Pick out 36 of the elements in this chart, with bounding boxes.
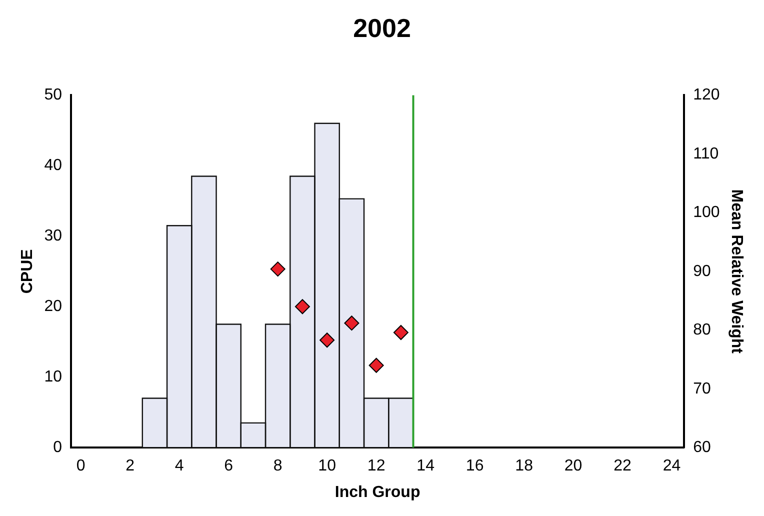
point (294, 299, 310, 314)
y-tick-label: 40 (44, 157, 62, 174)
x-tick-label: 10 (318, 458, 336, 475)
x-tick-label: 8 (273, 458, 282, 475)
x-tick-label: 16 (466, 458, 484, 475)
x-tick-label: 2 (126, 458, 135, 475)
y-tick-label: 0 (53, 439, 62, 456)
x-tick-label: 20 (564, 458, 582, 475)
y2-tick-label: 120 (693, 86, 720, 104)
x-axis-title: Inch Group (334, 484, 420, 501)
y2-tick-label: 110 (693, 145, 719, 162)
x-tick-label: 18 (515, 458, 534, 475)
point (344, 316, 360, 331)
x-tick-label: 24 (662, 458, 681, 475)
x-tick-label: 4 (174, 458, 184, 475)
x-tick-label: 12 (367, 458, 386, 475)
x-tick-label: 6 (224, 458, 234, 475)
point (393, 324, 408, 340)
point (368, 358, 384, 373)
chart-title: 2002 (353, 12, 411, 43)
y2-tick-label: 70 (693, 380, 712, 398)
y2-tick-label: 100 (693, 204, 720, 222)
y-tick-label: 10 (44, 368, 62, 386)
y-tick-label: 50 (44, 86, 62, 104)
point (270, 262, 286, 277)
y-axis-title: CPUE (19, 248, 36, 294)
x-tick-label: 14 (416, 458, 435, 475)
y2-axis-title: Mean Relative Weight (728, 189, 745, 354)
y2-tick-label: 60 (693, 439, 712, 456)
point (320, 332, 335, 348)
y2-tick-label: 90 (693, 262, 712, 280)
y2-tick-label: 80 (693, 322, 712, 339)
y-tick-label: 20 (44, 298, 62, 316)
y-tick-label: 30 (44, 228, 62, 245)
x-tick-label: 22 (614, 458, 632, 475)
x-tick-label: 0 (76, 458, 86, 475)
